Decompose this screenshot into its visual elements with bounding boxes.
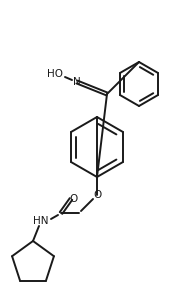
Text: HO: HO (47, 69, 63, 79)
Text: HN: HN (33, 216, 49, 226)
Text: N: N (73, 77, 81, 87)
Text: O: O (93, 190, 101, 200)
Text: O: O (70, 194, 78, 204)
